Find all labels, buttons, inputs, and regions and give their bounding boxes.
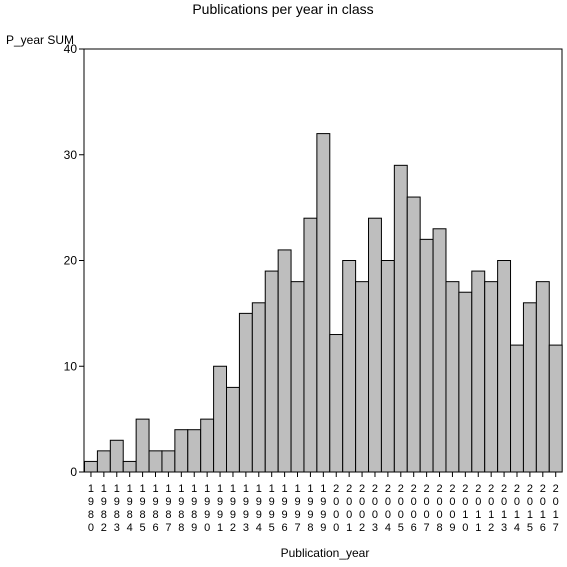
bar <box>510 344 524 473</box>
x-axis: 1 9 8 0 1 9 8 2 1 9 8 3 1 9 8 4 1 9 8 5 1 9 8 6 1 9 8 7 1 9 8 8 1 9 8 9 1 9 9 0… <box>88 472 559 534</box>
bar <box>535 281 550 473</box>
bar <box>329 334 344 473</box>
bar <box>161 450 176 473</box>
y-tick-label: 20 <box>64 254 78 268</box>
bar <box>406 196 421 473</box>
bar <box>226 386 240 473</box>
bar <box>316 133 331 473</box>
bar <box>458 291 473 473</box>
bar <box>96 450 111 473</box>
bar <box>432 228 447 473</box>
bar <box>290 281 305 473</box>
bar <box>445 281 460 473</box>
bar <box>213 365 228 473</box>
bar <box>522 302 537 473</box>
bar <box>109 439 124 473</box>
bar <box>497 260 512 473</box>
bar <box>380 260 395 473</box>
chart-title: Publications per year in class <box>192 1 373 17</box>
bar <box>393 164 408 473</box>
bar <box>419 238 434 473</box>
bar <box>200 418 215 473</box>
x-axis-label: Publication_year <box>281 546 370 560</box>
bar <box>484 281 499 473</box>
bar <box>122 460 137 473</box>
y-axis: 0 10 20 30 40 <box>64 42 84 479</box>
bar <box>355 281 370 473</box>
bar <box>471 270 486 473</box>
bar <box>187 429 202 473</box>
bar <box>174 429 189 473</box>
y-tick-label: 10 <box>64 359 78 373</box>
y-axis-label: P_year SUM <box>6 33 74 47</box>
bar <box>342 260 357 473</box>
bar <box>84 460 98 473</box>
y-tick-label: 40 <box>64 42 78 56</box>
bar <box>148 450 163 473</box>
bar <box>368 217 382 473</box>
bar <box>303 217 318 473</box>
bar <box>238 312 253 473</box>
bar <box>548 344 563 473</box>
bar <box>135 418 150 473</box>
bar <box>277 249 292 473</box>
y-tick-label: 30 <box>64 148 78 162</box>
y-tick-label: 0 <box>70 465 77 479</box>
bar <box>251 302 266 473</box>
bars <box>84 133 563 473</box>
bar <box>264 270 279 473</box>
